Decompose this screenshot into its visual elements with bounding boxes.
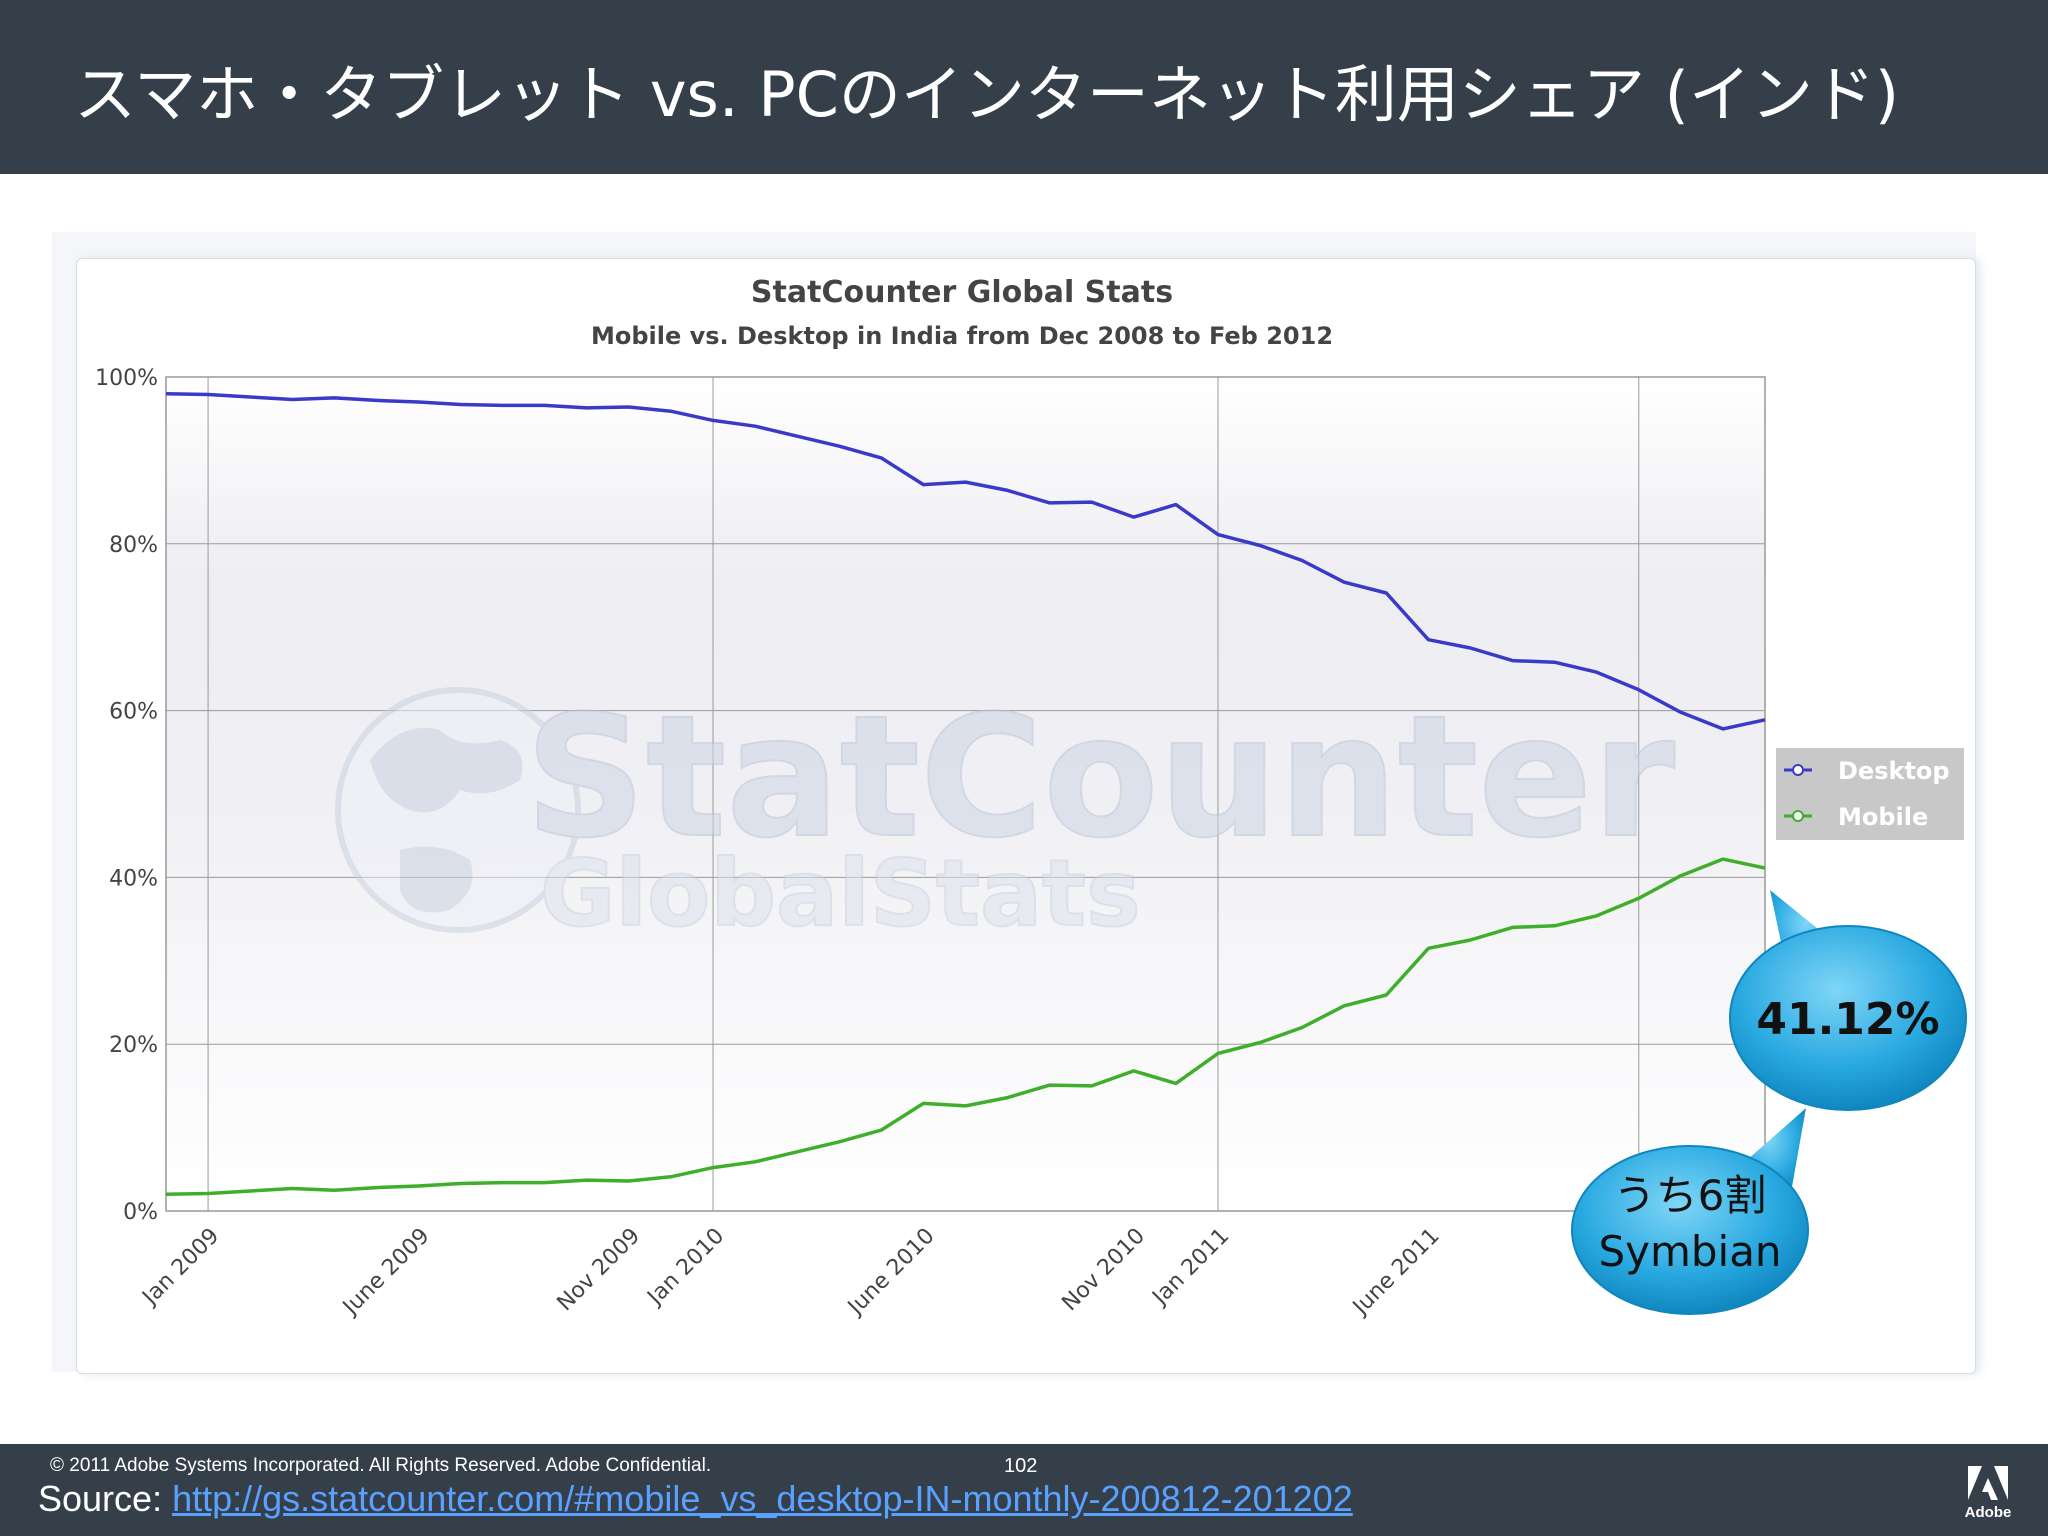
slide-header: スマホ・タブレット vs. PCのインターネット利用シェア (インド)	[0, 0, 2048, 174]
x-tick-label: Jan 2010	[642, 1224, 730, 1312]
y-tick-label: 80%	[109, 533, 158, 558]
x-tick-label: Nov 2009	[553, 1224, 646, 1317]
watermark: StatCounter GlobalStats	[335, 678, 1676, 948]
slide-title: スマホ・タブレット vs. PCのインターネット利用シェア (インド)	[74, 58, 1900, 131]
callout-mobile-share-text: 41.12%	[1756, 994, 1939, 1045]
series-line-mobile	[165, 857, 1766, 1197]
chart-subtitle: Mobile vs. Desktop in India from Dec 200…	[591, 322, 1333, 350]
watermark-globe-land	[370, 728, 523, 913]
copyright-text: © 2011 Adobe Systems Incorporated. All R…	[50, 1455, 712, 1476]
y-tick-label: 40%	[109, 866, 158, 891]
callout-mobile-share: 41.12%	[1729, 890, 1967, 1111]
x-tick-label: Nov 2010	[1057, 1224, 1150, 1317]
y-tick-label: 20%	[109, 1033, 158, 1058]
series-lines	[165, 391, 1766, 1197]
source-label: Source:	[38, 1478, 173, 1519]
source-line: Source: http://gs.statcounter.com/#mobil…	[38, 1478, 1353, 1520]
legend-box	[1776, 748, 1964, 840]
x-tick-label: June 2011	[1347, 1224, 1445, 1322]
legend-desktop-label: Desktop	[1838, 757, 1950, 785]
callout-symbian-line2: Symbian	[1598, 1227, 1781, 1276]
callout-symbian: うち6割 Symbian	[1571, 1108, 1809, 1315]
adobe-logo-icon	[1968, 1466, 2008, 1500]
grid-lines	[166, 377, 1765, 1211]
y-tick-label: 60%	[109, 700, 158, 725]
y-axis-ticks: 0% 20% 40% 60% 80% 100%	[95, 366, 158, 1225]
legend-mobile-marker	[1792, 810, 1804, 822]
legend-mobile-label: Mobile	[1838, 803, 1928, 831]
x-tick-label: June 2010	[842, 1224, 940, 1322]
x-tick-label: Jan 2009	[137, 1224, 225, 1312]
callout-mobile-share-bubble	[1729, 925, 1967, 1111]
chart-title: StatCounter Global Stats	[751, 275, 1173, 310]
callout-symbian-bubble	[1571, 1145, 1809, 1315]
y-tick-label: 100%	[95, 366, 158, 391]
series-line-desktop	[165, 391, 1766, 731]
page-number: 102	[1004, 1455, 1038, 1477]
callout-symbian-line1: うち6割	[1614, 1171, 1767, 1220]
y-tick-label: 0%	[123, 1200, 158, 1225]
legend-desktop-marker	[1792, 764, 1804, 776]
x-tick-label: Jan 2011	[1147, 1224, 1235, 1312]
slide-footer	[0, 1444, 2048, 1536]
source-link[interactable]: http://gs.statcounter.com/#mobile_vs_des…	[172, 1478, 1353, 1519]
watermark-globalstats: GlobalStats	[540, 840, 1141, 947]
x-tick-label: June 2009	[337, 1224, 435, 1322]
watermark-statcounter: StatCounter	[525, 679, 1675, 875]
adobe-logo-text: Adobe	[1964, 1504, 2012, 1521]
mobile-vs-desktop-chart: StatCounter Global Stats Mobile vs. Desk…	[95, 275, 1967, 1322]
legend: Desktop Mobile	[1776, 748, 1964, 840]
